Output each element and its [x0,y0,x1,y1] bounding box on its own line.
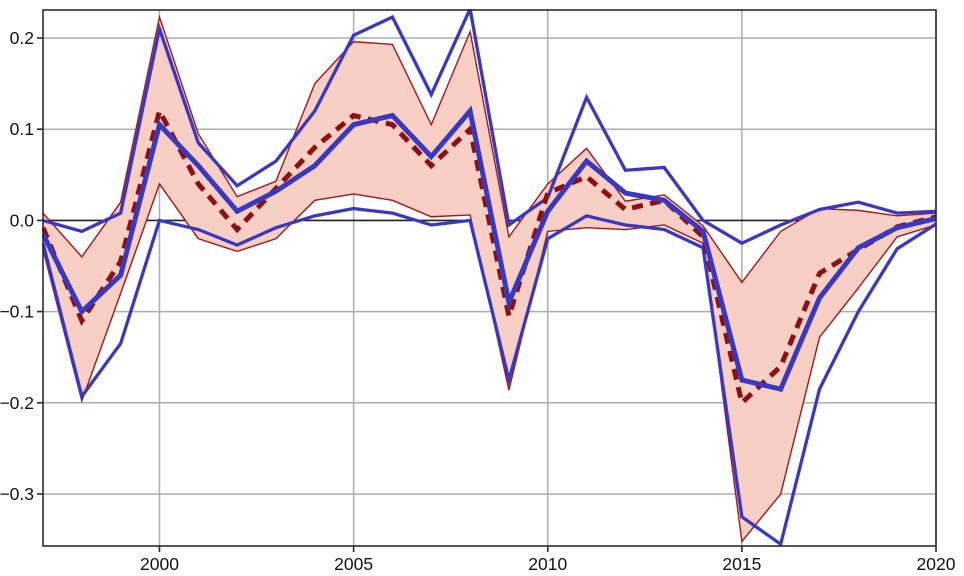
data-series [42,9,937,547]
x-tick-label: 2005 [334,554,373,574]
axes-frame [42,9,937,547]
blue-model-upper-bound [42,9,937,246]
red-model-uncertainty-band [43,17,936,542]
y-tick-label: −0.2 [0,393,34,413]
x-tick-label: 2010 [528,554,567,574]
blue-model-median [42,105,937,393]
x-tick-label: 2020 [917,554,956,574]
blue-model-lower-bound [42,206,937,547]
x-tick-label: 2015 [722,554,761,574]
red-model-median [42,104,937,408]
tick-labels: 2000 2005 2010 2015 2020 0.2 0.1 0.0 −0.1 −0.2 −0.… [0,28,956,574]
x-tick-label: 2000 [140,554,179,574]
y-tick-label: −0.3 [0,484,34,504]
y-tick-label: 0.0 [10,210,35,230]
y-tick-label: 0.1 [10,119,34,139]
band-upper-edge [42,14,937,284]
plot-border [42,9,937,547]
tick-marks [37,37,937,552]
y-tick-label: 0.2 [10,28,34,48]
y-tick-label: −0.1 [0,302,34,322]
